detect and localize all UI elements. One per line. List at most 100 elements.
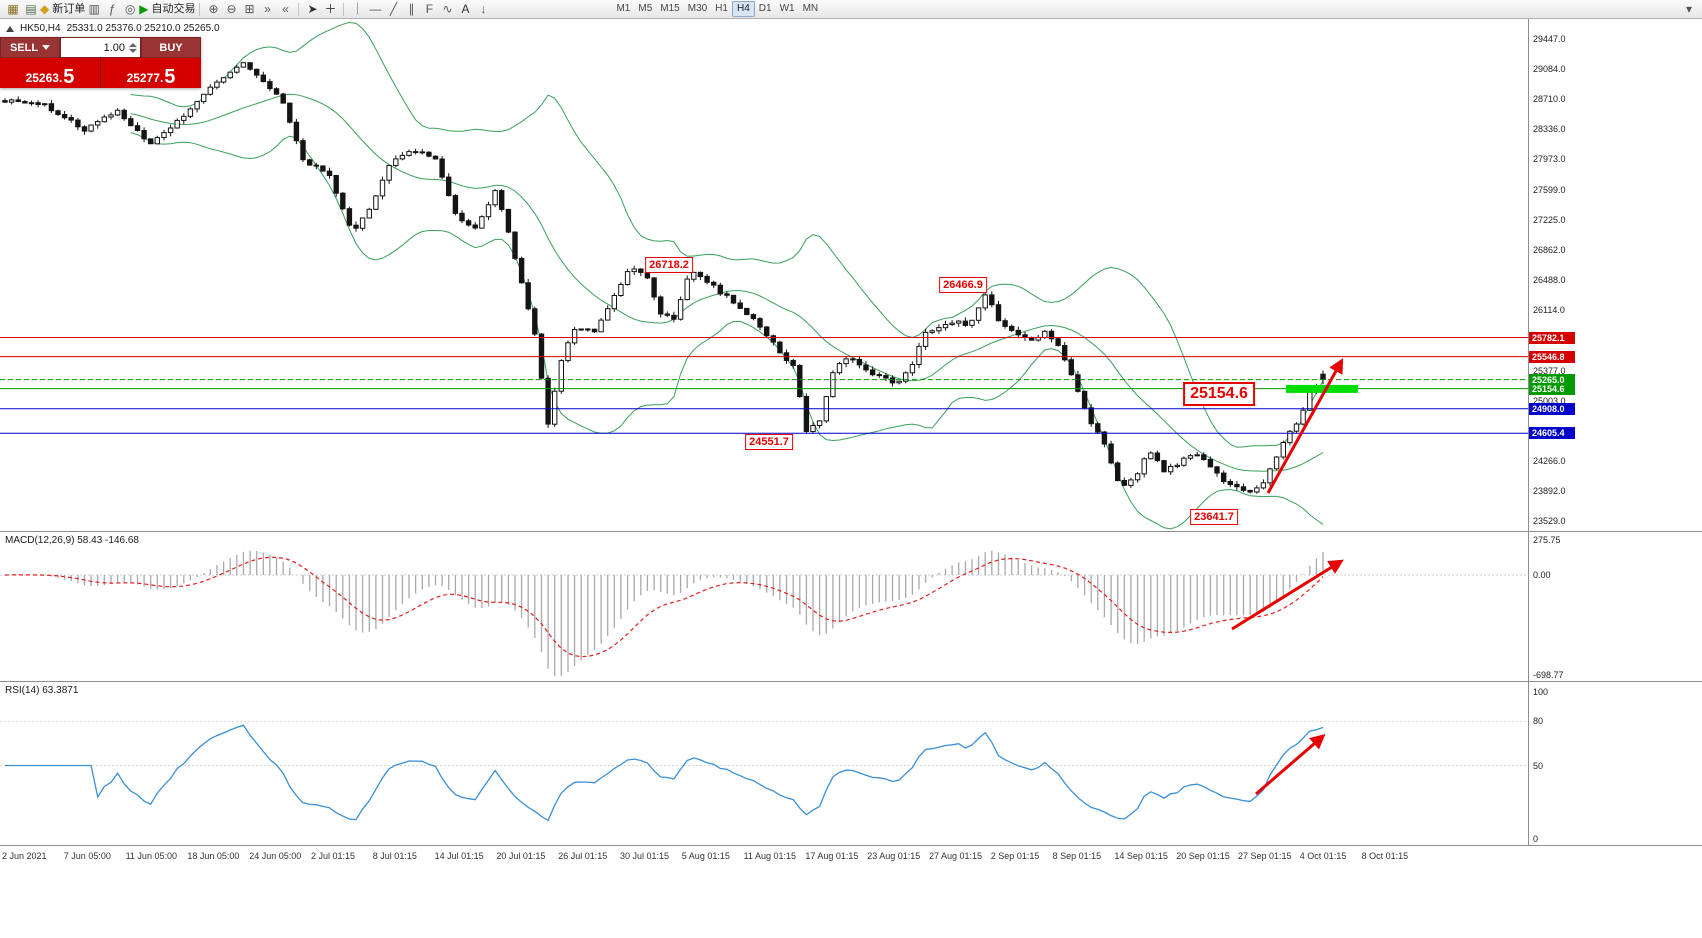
time-label: 14 Sep 01:15 [1114, 851, 1168, 861]
price-annotation[interactable]: 26466.9 [939, 277, 987, 293]
buy-price-int: 25277 [126, 71, 160, 85]
new-order-label: 新订单 [52, 3, 86, 15]
sell-button[interactable]: SELL [0, 37, 60, 58]
crosshair-icon[interactable]: ＋ [324, 2, 337, 16]
toolbar-separator [298, 2, 300, 16]
timeframe-w1[interactable]: W1 [779, 3, 795, 14]
time-label: 14 Jul 01:15 [434, 851, 484, 861]
toolbar-overflow-icon[interactable]: ▾ [1685, 2, 1693, 16]
macd-canvas[interactable] [0, 532, 1528, 681]
one-click-trading-panel: SELL 1.00 BUY 25263. 5 25277. 5 [0, 37, 201, 88]
autotrading-icon: ▶ [139, 2, 149, 16]
chart-shift-icon[interactable]: « [282, 2, 289, 16]
time-label: 8 Oct 01:15 [1361, 851, 1409, 861]
timeframe-m5[interactable]: M5 [638, 3, 653, 14]
buy-price[interactable]: 25277. 5 [101, 58, 201, 88]
channel-icon[interactable]: ∥ [408, 2, 415, 16]
tile-windows-icon[interactable]: ⊞ [244, 2, 255, 16]
buy-button[interactable]: BUY [141, 37, 201, 58]
timeframe-m15[interactable]: M15 [660, 3, 680, 14]
vertical-line-icon[interactable]: ｜ [351, 2, 364, 16]
navigator-icon[interactable]: ◎ [124, 2, 136, 16]
cursor-icon[interactable]: ➤ [307, 2, 318, 16]
arrow-object-icon[interactable]: ↓ [480, 2, 487, 16]
spinner-up-icon[interactable] [129, 42, 137, 47]
price-annotation[interactable]: 24551.7 [745, 434, 793, 450]
chart-annotations-layer: 26718.2 26466.9 25154.6 24551.7 23641.7 [0, 19, 1528, 531]
timeframe-m1[interactable]: M1 [616, 3, 631, 14]
time-label: 23 Aug 01:15 [867, 851, 921, 861]
fibonacci-icon[interactable]: F [425, 2, 434, 16]
spinner-down-icon[interactable] [129, 48, 137, 53]
rsi-axis[interactable]: 100 80 50 0 [1528, 682, 1702, 845]
price-axis-tick: 28336.0 [1533, 124, 1566, 135]
rsi-panel: RSI(14) 63.3871 100 80 50 0 [0, 681, 1702, 845]
price-axis-tick: 25003.0 [1533, 395, 1566, 406]
buy-price-sep: . [159, 71, 164, 85]
chart-ohlc: 25331.0 25376.0 25210.0 25265.0 [66, 23, 220, 34]
volume-field[interactable]: 1.00 [60, 37, 141, 58]
time-label: 20 Sep 01:15 [1176, 851, 1230, 861]
chart-header: HK50,H4 25331.0 25376.0 25210.0 25265.0 [6, 23, 220, 34]
time-label: 2 Jul 01:15 [311, 851, 356, 861]
profiles-icon[interactable]: ▥ [88, 2, 100, 16]
price-axis-tick: 26862.0 [1533, 244, 1566, 255]
indicators-icon[interactable]: ƒ [108, 2, 116, 16]
time-label: 24 Jun 05:00 [249, 851, 302, 861]
rsi-axis-tick: 0 [1533, 834, 1539, 844]
autoscroll-icon[interactable]: » [264, 2, 271, 16]
main-chart-panel: 26718.2 26466.9 25154.6 24551.7 23641.7 HK50… [0, 19, 1702, 531]
time-label: 8 Sep 01:15 [1052, 851, 1102, 861]
price-annotation[interactable]: 25154.6 [1183, 382, 1255, 406]
macd-axis-tick: 275.75 [1533, 535, 1561, 545]
price-axis-tick: 29084.0 [1533, 63, 1566, 74]
macd-label: MACD(12,26,9) 58.43 -146.68 [5, 535, 139, 546]
macd-axis-tick: 0.00 [1533, 570, 1551, 580]
chart-symbol: HK50,H4 [20, 23, 61, 34]
macd-axis[interactable]: 275.75 0.00 -698.77 [1528, 532, 1702, 681]
text-label-icon[interactable]: A [461, 2, 470, 16]
timeframe-d1[interactable]: D1 [758, 3, 772, 14]
sell-price[interactable]: 25263. 5 [0, 58, 100, 88]
price-axis-tick: 26488.0 [1533, 275, 1566, 285]
time-label: 17 Aug 01:15 [805, 851, 859, 861]
time-axis[interactable]: 2 Jun 2021 7 Jun 05:00 11 Jun 05:00 18 Jun … [0, 845, 1702, 866]
zoom-out-icon[interactable]: ⊖ [226, 2, 237, 16]
charts-grid-icon[interactable]: ▦ [7, 2, 19, 16]
timeframe-m30[interactable]: M30 [687, 3, 708, 14]
new-order-icon: ◆ [40, 2, 50, 16]
price-tag: 24908.0 [1529, 402, 1575, 415]
price-axis-tick: 28710.0 [1533, 94, 1566, 104]
macd-panel: MACD(12,26,9) 58.43 -146.68 275.75 0.00 -6… [0, 531, 1702, 681]
time-label: 2 Sep 01:15 [990, 851, 1040, 861]
price-annotation[interactable]: 26718.2 [645, 257, 693, 273]
timeframe-h1[interactable]: H1 [715, 3, 728, 14]
chart-window-icon[interactable]: ▤ [25, 2, 37, 16]
new-order-button[interactable]: ◆ 新订单 [40, 1, 85, 17]
timeframe-mn[interactable]: MN [802, 3, 819, 14]
trade-panel-prices: 25263. 5 25277. 5 [0, 58, 201, 88]
autotrading-button[interactable]: ▶ 自动交易 [139, 1, 195, 17]
price-axis-tick: 29447.0 [1533, 34, 1566, 44]
cycle-lines-icon[interactable]: ∿ [442, 2, 453, 16]
horizontal-line-icon[interactable]: — [369, 2, 382, 16]
price-axis[interactable]: 29447.0 29084.0 28710.0 28336.0 27973.0 27599… [1528, 19, 1702, 531]
price-tag: 24605.4 [1529, 427, 1575, 440]
rsi-axis-tick: 50 [1533, 760, 1544, 771]
price-axis-tick: 27599.0 [1533, 184, 1566, 195]
sell-button-label: SELL [9, 41, 39, 54]
price-axis-tick: 25377.0 [1533, 365, 1566, 376]
rsi-canvas[interactable] [0, 682, 1528, 845]
chevron-down-icon[interactable] [42, 45, 51, 50]
trade-panel-header: SELL 1.00 BUY [0, 37, 201, 58]
sell-price-frac: 5 [63, 66, 75, 88]
trendline-icon[interactable]: ╱ [389, 2, 398, 16]
zoom-in-icon[interactable]: ⊕ [208, 2, 219, 16]
volume-value: 1.00 [103, 41, 125, 54]
time-label: 26 Jul 01:15 [558, 851, 608, 861]
time-label: 27 Sep 01:15 [1238, 851, 1292, 861]
timeframe-h4[interactable]: H4 [731, 1, 755, 17]
toolbar-separator [343, 2, 345, 16]
main-chart-canvas[interactable] [0, 19, 1528, 531]
price-annotation[interactable]: 23641.7 [1190, 509, 1238, 525]
